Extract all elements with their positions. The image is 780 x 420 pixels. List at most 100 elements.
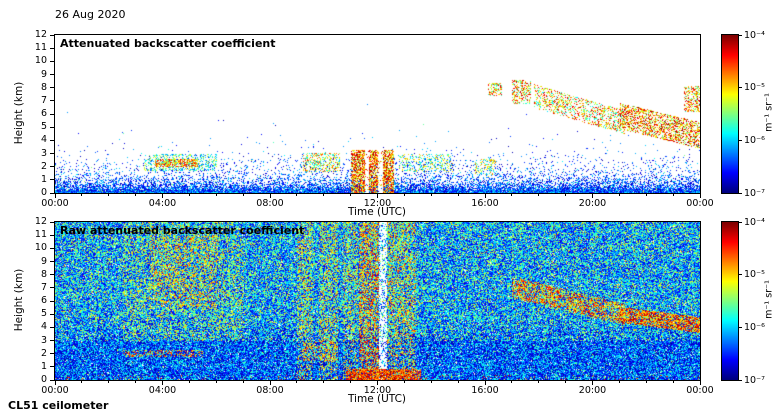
x-tick-label: 00:00	[686, 198, 714, 209]
x-minor-tick-mark	[403, 381, 405, 383]
x-tick-label: 00:00	[41, 385, 69, 396]
y-tick-label: 12	[34, 29, 47, 40]
y-axis-label: Height (km)	[13, 268, 25, 332]
y-tick-label: 6	[40, 295, 47, 306]
y-tick-label: 4	[40, 134, 47, 146]
x-tick-label: 08:00	[256, 385, 284, 396]
backscatter-panel	[54, 34, 701, 194]
x-tick-mark	[377, 194, 378, 198]
y-tick-label: 11	[34, 42, 47, 54]
x-tick-mark	[592, 381, 593, 385]
y-tick-label: 0	[40, 374, 47, 385]
x-minor-tick-mark	[242, 194, 244, 196]
y-tick-label: 9	[40, 255, 47, 267]
y-tick-mark	[50, 100, 55, 102]
y-tick-label: 11	[34, 229, 47, 241]
y-tick-mark	[50, 192, 55, 194]
x-minor-tick-mark	[457, 381, 459, 383]
colorbar-tick-mark	[739, 34, 742, 36]
x-minor-tick-mark	[323, 381, 325, 383]
y-tick-label: 1	[40, 360, 47, 372]
date-label: 26 Aug 2020	[55, 8, 126, 21]
x-minor-tick-mark	[296, 194, 298, 196]
colorbar-tick-mark	[739, 274, 742, 276]
x-minor-tick-mark	[323, 194, 325, 196]
y-tick-mark	[50, 87, 55, 89]
y-tick-mark	[50, 379, 55, 381]
x-minor-tick-mark	[403, 194, 405, 196]
x-minor-tick-mark	[296, 381, 298, 383]
panel-title-backscatter: Attenuated backscatter coefficient	[60, 37, 276, 50]
panel-title-raw-backscatter: Raw attenuated backscatter coefficient	[60, 224, 305, 237]
y-tick-mark	[50, 261, 55, 262]
y-tick-mark	[50, 60, 55, 62]
x-axis-label: Time (UTC)	[347, 206, 407, 218]
colorbar-tick-mark	[739, 326, 742, 328]
y-tick-mark	[50, 113, 55, 115]
x-minor-tick-mark	[645, 194, 647, 196]
y-tick-mark	[50, 153, 55, 154]
x-tick-mark	[484, 194, 486, 198]
x-minor-tick-mark	[565, 194, 567, 196]
colorbar-tick-mark	[739, 379, 742, 381]
y-tick-mark	[50, 366, 55, 368]
y-tick-mark	[50, 126, 55, 128]
x-tick-mark	[269, 381, 271, 385]
y-tick-label: 5	[40, 308, 47, 320]
y-tick-label: 2	[40, 347, 47, 359]
x-tick-label: 20:00	[578, 198, 607, 209]
colorbar-tick-label: 10⁻⁴	[744, 29, 765, 41]
y-tick-label: 5	[40, 121, 47, 133]
x-tick-label: 12:00	[363, 198, 392, 209]
x-tick-mark	[592, 194, 593, 198]
x-minor-tick-mark	[457, 194, 459, 196]
colorbar-tick-mark	[739, 139, 742, 141]
x-tick-mark	[699, 381, 701, 385]
y-tick-mark	[50, 221, 55, 223]
x-minor-tick-mark	[538, 381, 540, 383]
x-minor-tick-mark	[81, 381, 83, 383]
x-axis-label: Time (UTC)	[347, 393, 407, 405]
raw-backscatter-heatmap-canvas	[55, 222, 700, 380]
x-tick-label: 20:00	[578, 385, 607, 396]
x-minor-tick-mark	[618, 194, 620, 196]
colorbar-tick-mark	[739, 221, 742, 223]
x-minor-tick-mark	[511, 381, 513, 383]
colorbar-tick-mark	[739, 87, 742, 89]
y-tick-label: 7	[40, 281, 47, 293]
y-tick-mark	[50, 47, 55, 49]
x-minor-tick-mark	[618, 381, 620, 383]
colorbar-tick-label: 10⁻⁵	[744, 269, 765, 281]
x-minor-tick-mark	[538, 194, 540, 196]
y-tick-label: 12	[34, 216, 47, 227]
x-minor-tick-mark	[135, 381, 137, 383]
x-minor-tick-mark	[188, 381, 190, 383]
y-tick-mark	[50, 313, 55, 315]
x-tick-mark	[699, 194, 701, 198]
colorbar	[721, 34, 739, 194]
x-tick-label: 00:00	[41, 198, 69, 209]
y-tick-label: 10	[34, 242, 47, 254]
x-tick-mark	[269, 194, 271, 198]
y-tick-label: 9	[40, 68, 47, 80]
colorbar-tick-label: 10⁻⁷	[744, 374, 765, 386]
x-tick-mark	[54, 381, 56, 385]
colorbar-tick-label: 10⁻⁶	[744, 321, 765, 333]
x-tick-label: 16:00	[471, 198, 499, 209]
x-minor-tick-mark	[108, 194, 110, 196]
y-tick-label: 6	[40, 108, 47, 119]
y-tick-mark	[50, 34, 55, 36]
x-minor-tick-mark	[565, 381, 567, 383]
y-tick-label: 8	[40, 81, 47, 93]
x-minor-tick-mark	[81, 194, 83, 196]
x-tick-mark	[377, 381, 378, 385]
x-tick-label: 16:00	[471, 385, 499, 396]
y-tick-mark	[50, 234, 55, 236]
x-minor-tick-mark	[215, 194, 217, 196]
x-tick-label: 04:00	[148, 385, 177, 396]
x-tick-mark	[162, 381, 163, 385]
colorbar-tick-label: 10⁻⁴	[744, 216, 765, 228]
y-tick-label: 3	[40, 147, 47, 159]
x-tick-label: 00:00	[686, 385, 714, 396]
x-minor-tick-mark	[108, 381, 110, 383]
